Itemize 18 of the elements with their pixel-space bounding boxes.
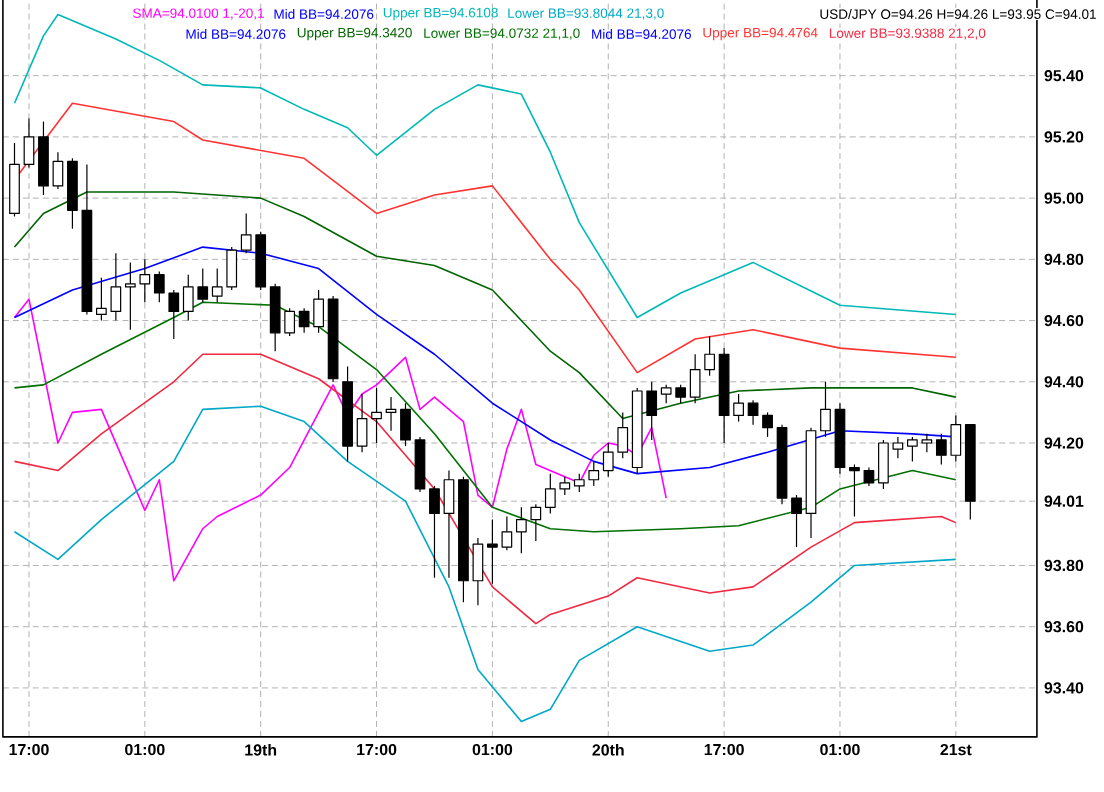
line-series xyxy=(13,298,667,582)
candlestick xyxy=(805,427,817,539)
candlestick xyxy=(371,387,382,444)
candlestick xyxy=(849,463,860,518)
candlestick xyxy=(776,424,788,505)
candlestick xyxy=(23,117,35,169)
candlestick xyxy=(747,399,759,426)
candlestick xyxy=(863,466,875,487)
candlestick xyxy=(414,436,426,493)
line-series xyxy=(13,405,957,723)
candlestick xyxy=(443,469,455,579)
line-series xyxy=(13,191,957,420)
candlestick xyxy=(327,295,339,383)
candlestick xyxy=(385,396,397,432)
candlestick xyxy=(834,402,846,475)
line-series xyxy=(13,353,957,625)
candlestick xyxy=(52,151,64,190)
candlestick xyxy=(356,393,368,453)
